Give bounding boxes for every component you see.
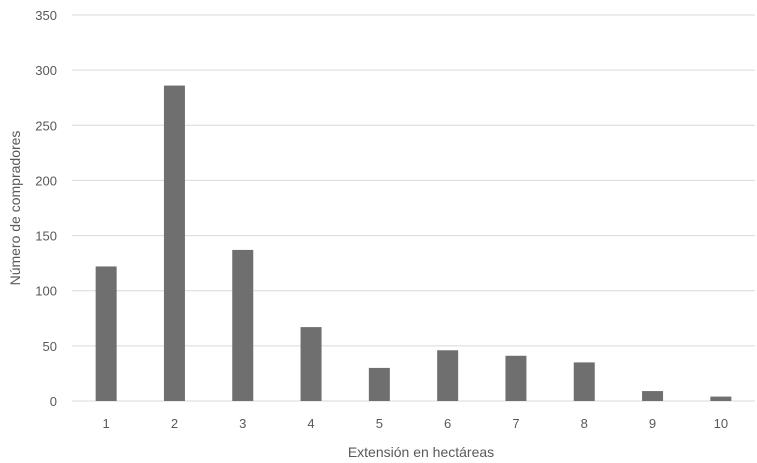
- y-tick-label: 100: [35, 284, 57, 299]
- y-tick-label: 350: [35, 8, 57, 23]
- x-tick-label: 6: [444, 416, 451, 431]
- y-axis-title: Número de compradores: [7, 131, 23, 286]
- y-tick-label: 250: [35, 118, 57, 133]
- bar-8: [573, 362, 595, 401]
- x-tick-label: 4: [307, 416, 314, 431]
- bar-4: [300, 327, 322, 401]
- x-tick-label: 3: [239, 416, 246, 431]
- gridlines: [72, 14, 755, 402]
- bar-10: [710, 396, 732, 401]
- x-tick-label: 7: [512, 416, 519, 431]
- x-tick-label: 5: [376, 416, 383, 431]
- x-tick-label: 10: [714, 416, 728, 431]
- x-tick-label: 8: [581, 416, 588, 431]
- x-tick-label: 1: [103, 416, 110, 431]
- y-tick-label: 50: [43, 339, 57, 354]
- x-tick-label: 2: [171, 416, 178, 431]
- bar-9: [642, 391, 664, 401]
- y-tick-label: 0: [50, 394, 57, 409]
- x-tick-label: 9: [649, 416, 656, 431]
- y-tick-label: 200: [35, 173, 57, 188]
- bars: [95, 85, 732, 401]
- bar-3: [232, 249, 254, 401]
- y-tick-label: 300: [35, 63, 57, 78]
- bar-1: [95, 266, 117, 401]
- bar-7: [505, 355, 527, 401]
- x-axis-title: Extensión en hectáreas: [348, 444, 494, 460]
- y-tick-label: 150: [35, 229, 57, 244]
- x-axis-ticks: 1 2 3 4 5 6 7 8 9 10: [103, 416, 729, 431]
- bar-6: [437, 350, 459, 401]
- bar-2: [163, 85, 185, 401]
- y-axis-ticks: 0 50 100 150 200 250 300 350: [35, 8, 57, 409]
- bar-5: [368, 367, 390, 401]
